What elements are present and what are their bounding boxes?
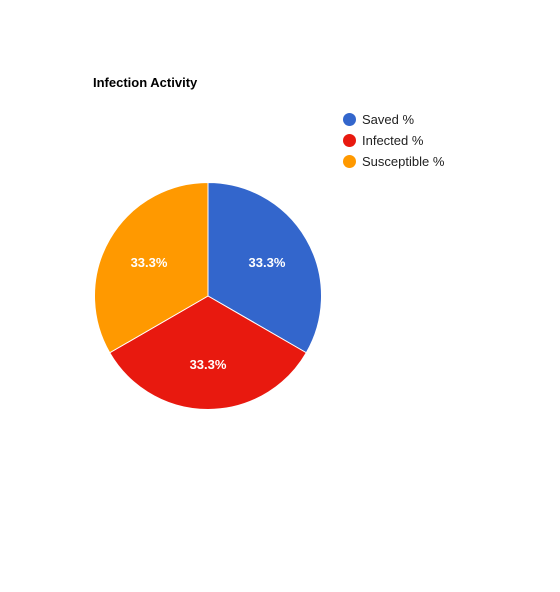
pie-slice-saved[interactable] bbox=[207, 181, 322, 354]
legend-label-susceptible: Susceptible % bbox=[362, 154, 445, 169]
legend: Saved % Infected % Susceptible % bbox=[343, 109, 444, 172]
pie-slice-label-susceptible: 33.3% bbox=[131, 255, 168, 270]
legend-item-infected[interactable]: Infected % bbox=[343, 130, 444, 151]
legend-item-susceptible[interactable]: Susceptible % bbox=[343, 151, 444, 172]
chart-title: Infection Activity bbox=[93, 75, 198, 90]
pie-slices bbox=[94, 181, 322, 410]
legend-swatch-saved bbox=[343, 113, 356, 126]
legend-label-infected: Infected % bbox=[362, 133, 424, 148]
legend-label-saved: Saved % bbox=[362, 112, 415, 127]
legend-swatch-susceptible bbox=[343, 155, 356, 168]
pie-slice-labels: 33.3% 33.3% 33.3% bbox=[131, 255, 286, 372]
legend-item-saved[interactable]: Saved % bbox=[343, 109, 444, 130]
legend-swatch-infected bbox=[343, 134, 356, 147]
pie-slice-susceptible[interactable] bbox=[94, 181, 209, 354]
pie-slice-infected[interactable] bbox=[109, 295, 307, 410]
pie-slice-label-infected: 33.3% bbox=[190, 357, 227, 372]
pie-slice-label-saved: 33.3% bbox=[249, 255, 286, 270]
